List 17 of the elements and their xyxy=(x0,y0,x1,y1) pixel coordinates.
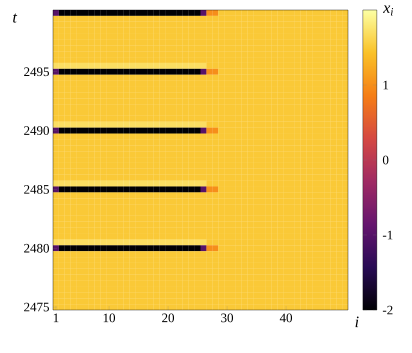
color-bar-label: -2 xyxy=(382,306,392,314)
y-axis-title: t xyxy=(13,14,18,23)
y-tick-label: 2480 xyxy=(24,244,49,253)
y-tick-label: 2490 xyxy=(24,126,49,135)
x-tick-label: 10 xyxy=(104,314,116,322)
color-bar-title: x$_{i}$ xyxy=(383,6,394,16)
x-tick-label: 30 xyxy=(221,314,234,322)
x-tick-label: 1 xyxy=(54,314,58,322)
color-bar-label: 0 xyxy=(382,156,388,164)
y-tick-label: 2475 xyxy=(24,302,49,312)
y-tick-label: 2485 xyxy=(24,185,49,194)
color-bar-label: 1 xyxy=(384,80,388,90)
color-bar-label: -1 xyxy=(382,230,392,240)
x-axis-title: i xyxy=(356,316,359,328)
x-tick-label: 20 xyxy=(162,314,174,322)
y-tick-label: 2495 xyxy=(24,67,49,76)
x-tick-label: 40 xyxy=(280,314,292,322)
